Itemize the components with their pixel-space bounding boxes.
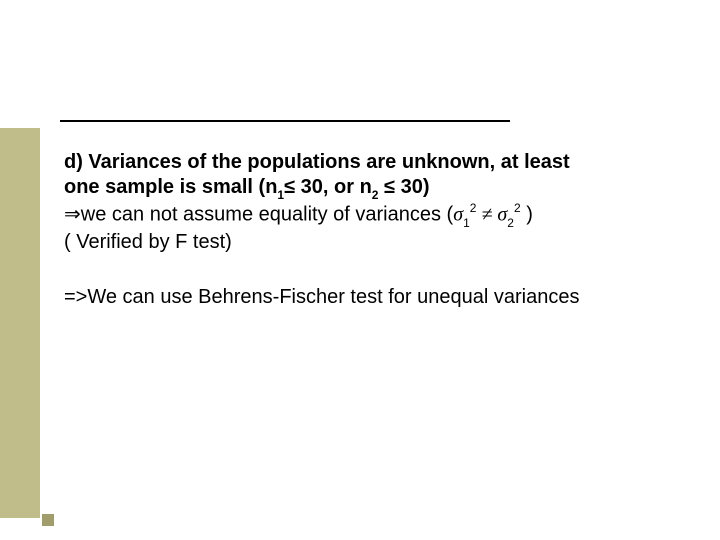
bottom-left-marker xyxy=(42,514,54,526)
sigma2-sq: 2 xyxy=(514,201,521,215)
le-1: ≤ xyxy=(284,176,295,198)
body-line-3: ⇒we can not assume equality of variances… xyxy=(64,202,680,230)
body-text-3: we can not assume equality of variances … xyxy=(81,204,453,226)
horizontal-rule xyxy=(60,120,510,122)
implies-arrow-icon: ⇒ xyxy=(64,204,81,226)
heading-text-1: d) Variances of the populations are unkn… xyxy=(64,151,570,173)
slide: d) Variances of the populations are unkn… xyxy=(0,0,720,540)
heading-line-1: d) Variances of the populations are unkn… xyxy=(64,150,680,175)
body-text-3-close: ) xyxy=(521,204,533,226)
heading-text-2a: one sample is small (n xyxy=(64,176,277,198)
body-text-4: ( Verified by F test) xyxy=(64,231,232,253)
sigma-1: σ xyxy=(453,204,463,226)
sigma1-sub: 1 xyxy=(463,216,470,230)
sigma-2: σ xyxy=(497,204,507,226)
n1-subscript: 1 xyxy=(277,188,284,202)
neq-symbol: ≠ xyxy=(476,204,497,226)
heading-text-2c: 30) xyxy=(395,176,429,198)
body-line-5: =>We can use Behrens-Fischer test for un… xyxy=(64,285,680,310)
body-text: d) Variances of the populations are unkn… xyxy=(64,150,680,310)
le-2: ≤ xyxy=(384,176,395,198)
sigma2-sub: 2 xyxy=(507,216,514,230)
body-text-5: =>We can use Behrens-Fischer test for un… xyxy=(64,286,579,308)
heading-line-2: one sample is small (n1≤ 30, or n2 ≤ 30) xyxy=(64,175,680,202)
heading-text-2b: 30, or n xyxy=(295,176,372,198)
n2-subscript: 2 xyxy=(372,188,379,202)
sigma1-sq: 2 xyxy=(470,201,477,215)
left-accent-band xyxy=(0,128,40,518)
body-line-4: ( Verified by F test) xyxy=(64,230,680,255)
